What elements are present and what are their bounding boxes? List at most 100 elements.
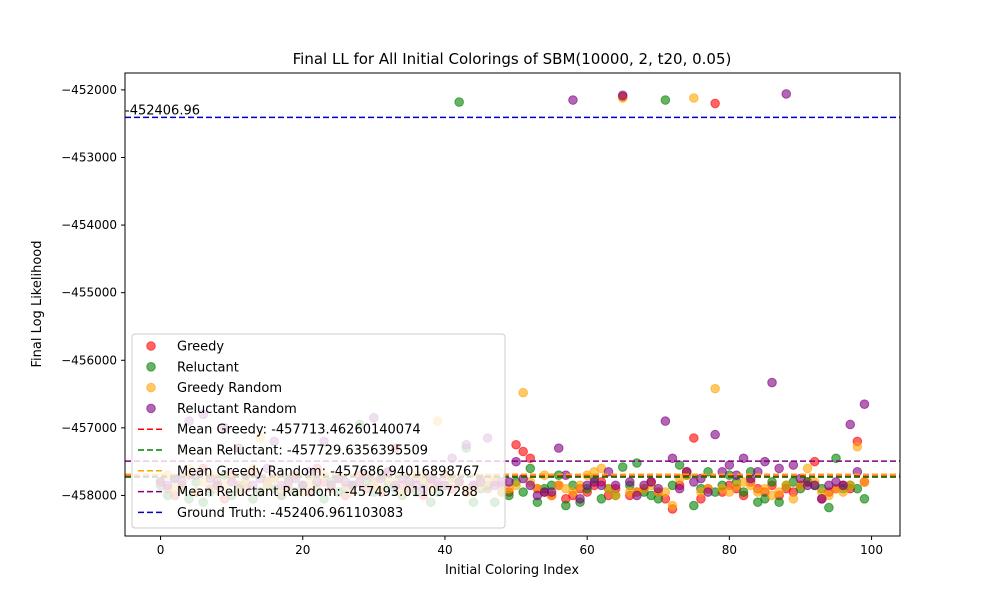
legend-label: Mean Reluctant Random: -457493.011057288 — [177, 485, 478, 500]
data-point — [617, 462, 628, 472]
data-point — [760, 483, 770, 494]
data-point — [525, 480, 536, 491]
data-point — [710, 429, 720, 440]
y-tick-label: −452000 — [61, 83, 117, 97]
data-point — [852, 441, 863, 452]
data-point — [724, 460, 735, 470]
x-tick-label: 0 — [157, 543, 165, 557]
data-point — [561, 500, 571, 511]
data-point — [596, 494, 607, 504]
legend-label: Greedy Random — [177, 381, 282, 396]
data-point — [710, 383, 720, 394]
y-tick-label: −455000 — [61, 286, 117, 300]
data-point — [738, 487, 749, 497]
data-point — [596, 480, 607, 491]
x-tick-label: 100 — [860, 543, 883, 557]
data-point — [667, 500, 678, 511]
data-point — [561, 470, 571, 480]
legend-label: Reluctant — [177, 360, 239, 375]
data-point — [518, 446, 528, 457]
x-tick-label: 60 — [580, 543, 595, 557]
legend-marker — [146, 382, 156, 393]
data-point — [767, 377, 777, 388]
legend-label: Mean Greedy: -457713.46260140074 — [177, 423, 421, 438]
y-tick-label: −456000 — [61, 353, 117, 367]
chart-title: Final LL for All Initial Colorings of SB… — [293, 50, 732, 68]
y-tick-label: −458000 — [61, 488, 117, 502]
y-tick-label: −453000 — [61, 150, 117, 164]
data-point — [859, 494, 870, 504]
legend-label: Reluctant Random — [177, 402, 297, 417]
data-point — [781, 480, 792, 491]
y-tick-label: −454000 — [61, 218, 117, 232]
legend: Greedy Reluctant Greedy Random Reluctant Ra… — [131, 333, 506, 529]
data-point — [781, 89, 792, 99]
data-point — [710, 98, 720, 109]
data-point — [610, 490, 621, 501]
data-point — [738, 453, 749, 464]
data-point — [774, 463, 784, 474]
data-point — [845, 419, 856, 430]
legend-label: Mean Greedy Random: -457686.94016898767 — [177, 464, 480, 479]
data-point — [525, 453, 536, 464]
ground-truth-annotation: -452406.96 — [125, 103, 200, 118]
data-point — [539, 470, 550, 480]
x-tick-label: 80 — [722, 543, 737, 557]
legend-marker — [146, 362, 156, 372]
data-point — [859, 477, 870, 487]
data-point — [575, 494, 585, 504]
legend-box — [131, 333, 506, 529]
y-axis-label: Final Log Likelihood — [30, 241, 45, 368]
data-point — [660, 95, 671, 105]
data-point — [838, 480, 848, 491]
data-point — [731, 470, 742, 480]
data-point — [525, 463, 536, 474]
data-point — [816, 494, 827, 504]
data-point — [625, 477, 635, 487]
legend-marker — [146, 341, 156, 351]
x-tick-label: 40 — [437, 543, 452, 557]
data-point — [809, 480, 820, 491]
data-point — [518, 387, 528, 398]
legend-marker — [146, 403, 156, 414]
data-point — [518, 487, 528, 497]
legend-label: Mean Reluctant: -457729.6356395509 — [177, 444, 428, 459]
legend-label: Ground Truth: -452406.961103083 — [177, 506, 403, 521]
data-point — [610, 480, 621, 491]
data-point — [511, 439, 521, 450]
data-point — [568, 95, 578, 105]
data-point — [667, 453, 678, 464]
data-point — [689, 433, 699, 443]
data-point — [674, 483, 685, 494]
data-point — [546, 487, 557, 497]
data-point — [774, 497, 784, 508]
data-point — [568, 487, 578, 497]
data-point — [632, 458, 642, 468]
data-point — [553, 443, 564, 453]
data-point — [617, 90, 628, 101]
data-point — [802, 463, 813, 474]
data-point — [632, 490, 642, 501]
y-tick-label: −457000 — [61, 421, 117, 435]
data-point — [859, 399, 870, 410]
legend-label: Greedy — [177, 340, 224, 355]
data-point — [674, 460, 685, 470]
data-point — [646, 477, 656, 487]
data-point — [774, 487, 784, 497]
data-point — [689, 500, 699, 511]
data-point — [831, 453, 841, 464]
data-point — [703, 487, 713, 497]
data-point — [689, 93, 699, 103]
data-point — [504, 477, 514, 487]
data-point — [788, 460, 799, 470]
axes-frame — [124, 72, 901, 537]
data-point — [653, 483, 664, 494]
data-point — [454, 97, 464, 107]
data-point — [724, 487, 735, 497]
data-point — [660, 416, 671, 426]
data-point — [767, 477, 777, 487]
data-point — [788, 494, 799, 504]
x-axis-label: Initial Coloring Index — [445, 563, 579, 578]
x-tick-label: 20 — [295, 543, 310, 557]
